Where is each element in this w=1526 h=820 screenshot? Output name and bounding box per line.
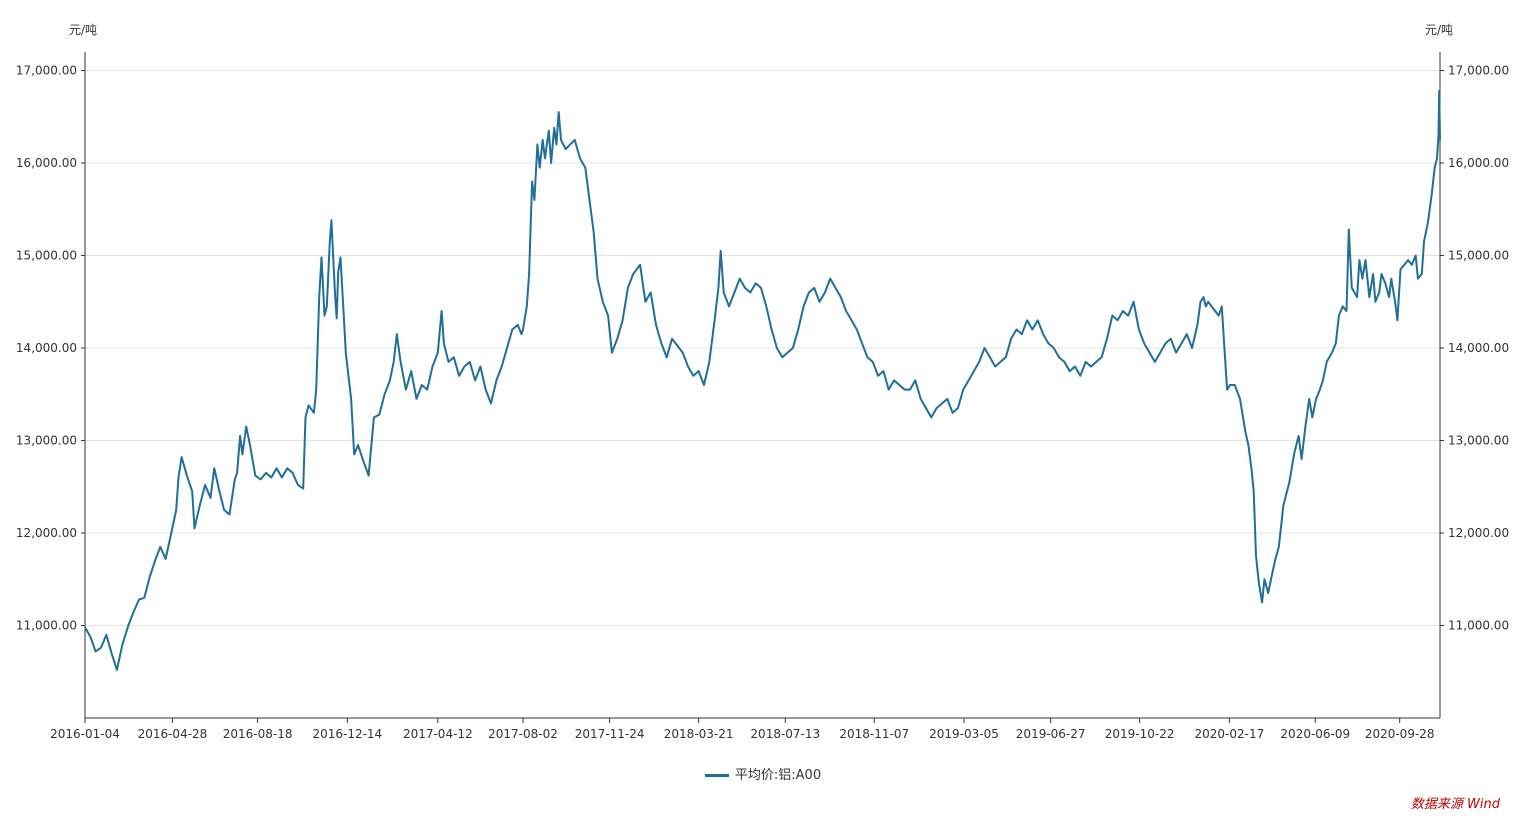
x-tick-label: 2018-11-07 bbox=[839, 727, 909, 741]
axis-layer: 11,000.00 11,000.00 12,000.00 12,000.00 13,0… bbox=[16, 52, 1509, 741]
legend-swatch bbox=[704, 774, 729, 777]
x-tick-label: 2016-12-14 bbox=[312, 727, 382, 741]
y-tick-label-left: 16,000.00 bbox=[16, 156, 77, 170]
y-tick-label-left: 11,000.00 bbox=[16, 619, 77, 633]
y-tick-label-left: 13,000.00 bbox=[16, 434, 77, 448]
series-layer bbox=[84, 89, 1441, 671]
legend-label: 平均价:铝:A00 bbox=[734, 768, 822, 783]
series-line bbox=[84, 89, 1441, 671]
y-tick-label-right: 15,000.00 bbox=[1448, 249, 1509, 263]
y-tick-label-right: 16,000.00 bbox=[1448, 156, 1509, 170]
y-tick-label-right: 11,000.00 bbox=[1448, 619, 1509, 633]
x-tick-label: 2017-04-12 bbox=[403, 727, 473, 741]
y-tick-label-left: 14,000.00 bbox=[16, 341, 77, 355]
data-source-note: 数据来源 Wind bbox=[1410, 797, 1500, 812]
grid-layer bbox=[85, 70, 1440, 626]
x-tick-label: 2018-07-13 bbox=[750, 727, 820, 741]
x-tick-label: 2016-01-04 bbox=[50, 727, 120, 741]
y-tick-label-left: 12,000.00 bbox=[16, 526, 77, 540]
x-tick-label: 2019-06-27 bbox=[1016, 727, 1086, 741]
y-tick-label-left: 17,000.00 bbox=[16, 64, 77, 78]
x-tick-label: 2017-08-02 bbox=[488, 727, 558, 741]
x-tick-label: 2020-09-28 bbox=[1365, 727, 1435, 741]
x-tick-label: 2019-10-22 bbox=[1105, 727, 1175, 741]
x-tick-label: 2020-06-09 bbox=[1280, 727, 1350, 741]
y-axis-unit-left: 元/吨 bbox=[69, 23, 98, 37]
x-tick-label: 2018-03-21 bbox=[664, 727, 734, 741]
x-tick-label: 2020-02-17 bbox=[1194, 727, 1264, 741]
y-tick-label-left: 15,000.00 bbox=[16, 249, 77, 263]
x-tick-label: 2016-08-18 bbox=[223, 727, 293, 741]
y-tick-label-right: 13,000.00 bbox=[1448, 434, 1509, 448]
legend[interactable]: 平均价:铝:A00 bbox=[0, 764, 1526, 783]
y-tick-label-right: 12,000.00 bbox=[1448, 526, 1509, 540]
y-axis-unit-right: 元/吨 bbox=[1425, 23, 1454, 37]
y-tick-label-right: 14,000.00 bbox=[1448, 341, 1509, 355]
x-tick-label: 2019-03-05 bbox=[929, 727, 999, 741]
x-tick-label: 2016-04-28 bbox=[138, 727, 208, 741]
y-tick-label-right: 17,000.00 bbox=[1448, 64, 1509, 78]
x-tick-label: 2017-11-24 bbox=[575, 727, 645, 741]
